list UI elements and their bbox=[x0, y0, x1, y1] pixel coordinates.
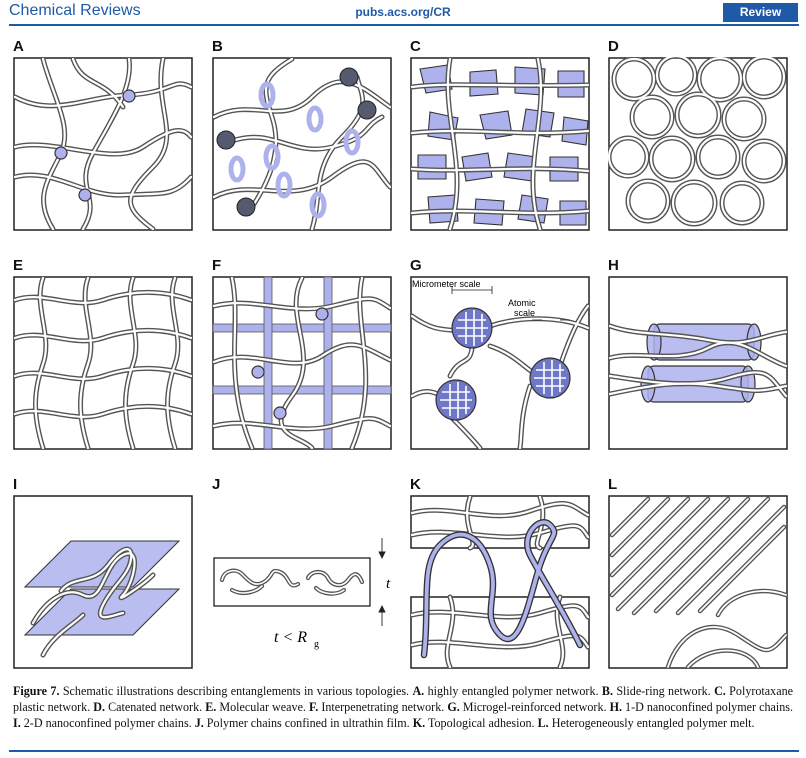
panel-label-j: J bbox=[212, 476, 221, 493]
caption-key: K. bbox=[412, 716, 426, 731]
confinement-plane bbox=[23, 540, 181, 588]
panel-i-2d-nanoconfined bbox=[13, 495, 193, 669]
panel-label-e: E bbox=[13, 257, 24, 274]
panel-f-interpenetrating-network bbox=[212, 276, 392, 450]
panel-a-polymer-network bbox=[13, 57, 193, 231]
caption-key: D. bbox=[93, 700, 106, 715]
panel-label-h: H bbox=[608, 257, 619, 274]
thickness-symbol: t bbox=[386, 576, 391, 592]
panel-label-f: F bbox=[212, 257, 222, 274]
figure-caption: Figure 7. Schematic illustrations descri… bbox=[13, 683, 793, 732]
caption-text: 1-D nanoconfined polymer chains. bbox=[622, 700, 793, 715]
sliding-ring bbox=[309, 191, 327, 219]
stopper-end bbox=[357, 100, 377, 120]
sliding-ring bbox=[258, 81, 276, 109]
article-type-badge: Review bbox=[723, 3, 798, 22]
journal-title: Chemical Reviews bbox=[9, 2, 141, 19]
stopper-end bbox=[216, 130, 236, 150]
caption-key: G. bbox=[447, 700, 460, 715]
journal-url[interactable]: pubs.acs.org/CR bbox=[355, 5, 451, 19]
caption-key: F. bbox=[309, 700, 319, 715]
figure-label: Figure 7. bbox=[13, 684, 60, 698]
micrometer-scale-label: Micrometer scale bbox=[412, 279, 481, 289]
caption-text: Heterogeneously entangled polymer melt. bbox=[548, 716, 755, 731]
atomic-scale-label-line1: Atomic bbox=[508, 298, 536, 308]
sliding-ring bbox=[228, 155, 246, 183]
sliding-ring bbox=[263, 143, 281, 171]
panel-d-catenated-network bbox=[608, 57, 788, 231]
caption-key: A. bbox=[412, 684, 425, 698]
panel-h-1d-nanoconfined bbox=[608, 276, 788, 450]
crosslink-node bbox=[78, 188, 92, 202]
caption-key: E. bbox=[205, 700, 217, 715]
sliding-ring bbox=[306, 105, 324, 133]
panel-l-heterogeneous-melt bbox=[608, 495, 788, 669]
caption-key: I. bbox=[13, 716, 21, 731]
caption-text: Microgel-reinforced network. bbox=[459, 700, 610, 715]
panel-label-c: C bbox=[410, 38, 421, 55]
caption-intro: Schematic illustrations describing entan… bbox=[59, 684, 413, 698]
atomic-scale-label-line2: scale bbox=[514, 308, 535, 318]
caption-text: Catenated network. bbox=[105, 700, 206, 715]
caption-key: C. bbox=[714, 684, 726, 698]
panel-b-slide-ring-network bbox=[212, 57, 392, 231]
relation-subscript: g bbox=[314, 639, 319, 650]
panel-label-g: G bbox=[410, 257, 422, 274]
stopper-end bbox=[236, 197, 256, 217]
caption-key: H. bbox=[609, 700, 622, 715]
crosslink-node bbox=[122, 89, 136, 103]
panel-k-topological-adhesion bbox=[410, 495, 590, 669]
caption-text: highly entangled polymer network. bbox=[424, 684, 602, 698]
caption-text: 2-D nanoconfined polymer chains. bbox=[20, 716, 195, 731]
relation-text: t < R bbox=[274, 629, 307, 646]
panel-e-molecular-weave bbox=[13, 276, 193, 450]
panel-c-polyrotaxane-network bbox=[410, 57, 590, 231]
caption-text: Polymer chains confined in ultrathin fil… bbox=[203, 716, 413, 731]
panel-label-a: A bbox=[13, 38, 24, 55]
caption-text: Molecular weave. bbox=[216, 700, 309, 715]
panel-label-b: B bbox=[212, 38, 223, 55]
footer-rule bbox=[9, 750, 799, 752]
caption-key: L. bbox=[537, 716, 549, 731]
stopper-end bbox=[339, 67, 359, 87]
caption-text: Polyrotaxane plastic network. bbox=[13, 684, 793, 715]
sliding-ring bbox=[275, 171, 293, 199]
panel-j-ultrathin-film: t t < R g bbox=[213, 538, 391, 650]
caption-key: B. bbox=[601, 684, 613, 698]
page-header: Chemical Reviews pubs.acs.org/CR Review bbox=[0, 0, 806, 24]
panel-g-microgel-network: Micrometer scale Atomic scale bbox=[410, 276, 590, 450]
caption-text: Interpenetrating network. bbox=[318, 700, 448, 715]
caption-key: J. bbox=[194, 716, 204, 731]
caption-text: Slide-ring network. bbox=[612, 684, 715, 698]
caption-text: Topological adhesion. bbox=[425, 716, 538, 731]
panel-label-l: L bbox=[608, 476, 618, 493]
panel-label-i: I bbox=[13, 476, 18, 493]
sliding-ring bbox=[343, 128, 361, 156]
header-rule bbox=[9, 24, 799, 26]
crosslink-node bbox=[54, 146, 68, 160]
panel-label-d: D bbox=[608, 38, 619, 55]
panel-label-k: K bbox=[410, 476, 421, 493]
